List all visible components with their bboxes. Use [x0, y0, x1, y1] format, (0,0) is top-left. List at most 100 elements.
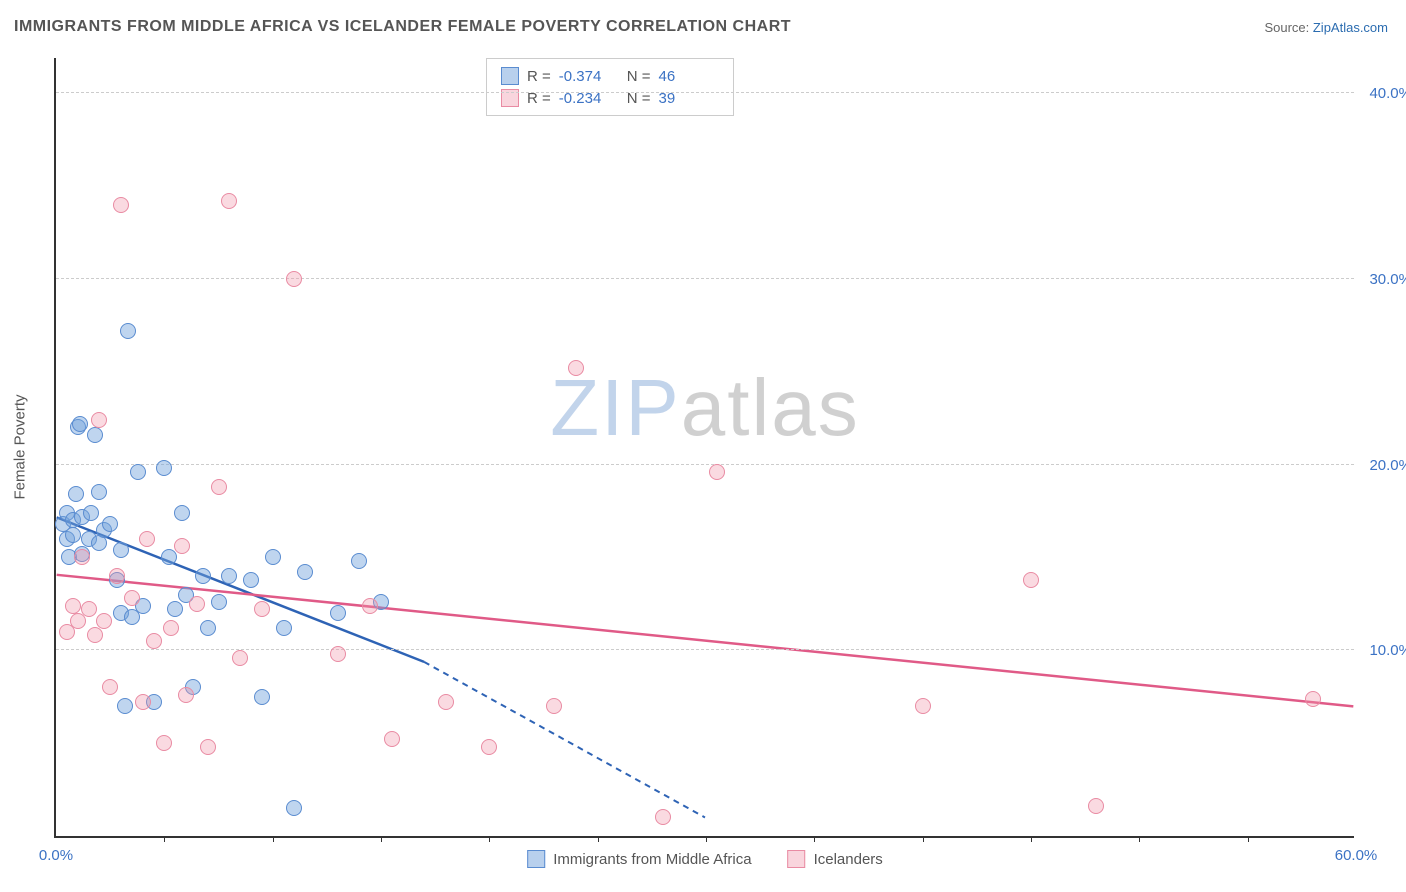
data-point [265, 549, 281, 565]
data-point [174, 538, 190, 554]
source-link[interactable]: ZipAtlas.com [1313, 20, 1388, 35]
data-point [200, 739, 216, 755]
data-point [568, 360, 584, 376]
x-tick-mark [164, 836, 165, 842]
gridline [56, 92, 1354, 93]
data-point [243, 572, 259, 588]
data-point [117, 698, 133, 714]
source-attribution: Source: ZipAtlas.com [1264, 20, 1388, 35]
data-point [362, 598, 378, 614]
data-point [81, 601, 97, 617]
x-tick-label: 0.0% [39, 847, 73, 864]
legend-item: Immigrants from Middle Africa [527, 850, 751, 868]
legend-swatch [501, 67, 519, 85]
data-point [68, 486, 84, 502]
data-point [254, 601, 270, 617]
gridline [56, 464, 1354, 465]
data-point [174, 505, 190, 521]
legend-item: Icelanders [788, 850, 883, 868]
data-point [87, 427, 103, 443]
data-point [102, 516, 118, 532]
data-point [113, 197, 129, 213]
trend-line-extrapolated [424, 662, 705, 818]
data-point [286, 271, 302, 287]
watermark-zip: ZIP [550, 363, 680, 452]
legend-swatch [788, 850, 806, 868]
legend-label: Immigrants from Middle Africa [553, 851, 751, 868]
legend-swatch [527, 850, 545, 868]
y-axis-label: Female Poverty [12, 394, 29, 499]
gridline [56, 649, 1354, 650]
data-point [438, 694, 454, 710]
data-point [130, 464, 146, 480]
x-tick-mark [1248, 836, 1249, 842]
legend-label: Icelanders [814, 851, 883, 868]
source-label: Source: [1264, 20, 1312, 35]
stat-r-label: R = [527, 68, 551, 85]
x-tick-mark [1031, 836, 1032, 842]
data-point [135, 694, 151, 710]
data-point [163, 620, 179, 636]
data-point [330, 646, 346, 662]
data-point [120, 323, 136, 339]
x-tick-mark [381, 836, 382, 842]
data-point [167, 601, 183, 617]
trend-lines-layer [56, 58, 1354, 836]
x-tick-mark [706, 836, 707, 842]
data-point [481, 739, 497, 755]
data-point [113, 542, 129, 558]
data-point [351, 553, 367, 569]
x-tick-mark [1139, 836, 1140, 842]
data-point [195, 568, 211, 584]
data-point [200, 620, 216, 636]
data-point [211, 479, 227, 495]
x-tick-mark [273, 836, 274, 842]
data-point [546, 698, 562, 714]
data-point [146, 633, 162, 649]
data-point [109, 568, 125, 584]
stats-legend-row: R =-0.374N =46 [501, 65, 719, 87]
watermark-atlas: atlas [681, 363, 860, 452]
data-point [83, 505, 99, 521]
data-point [65, 598, 81, 614]
data-point [72, 416, 88, 432]
data-point [139, 531, 155, 547]
y-tick-label: 10.0% [1362, 642, 1406, 659]
data-point [915, 698, 931, 714]
data-point [91, 484, 107, 500]
data-point [655, 809, 671, 825]
data-point [254, 689, 270, 705]
y-tick-label: 20.0% [1362, 457, 1406, 474]
data-point [189, 596, 205, 612]
series-legend: Immigrants from Middle Africa Icelanders [527, 850, 883, 868]
data-point [221, 193, 237, 209]
gridline [56, 278, 1354, 279]
data-point [156, 735, 172, 751]
data-point [297, 564, 313, 580]
stat-n-label: N = [627, 68, 651, 85]
x-tick-mark [814, 836, 815, 842]
watermark: ZIPatlas [550, 362, 859, 454]
data-point [161, 549, 177, 565]
x-tick-label: 60.0% [1335, 847, 1378, 864]
x-tick-mark [923, 836, 924, 842]
data-point [709, 464, 725, 480]
stats-legend-row: R =-0.234N =39 [501, 87, 719, 109]
data-point [91, 412, 107, 428]
data-point [384, 731, 400, 747]
data-point [178, 687, 194, 703]
trend-line [57, 517, 424, 661]
data-point [276, 620, 292, 636]
data-point [102, 679, 118, 695]
data-point [156, 460, 172, 476]
data-point [232, 650, 248, 666]
y-tick-label: 40.0% [1362, 85, 1406, 102]
stat-n-value: 46 [659, 68, 719, 85]
data-point [96, 613, 112, 629]
scatter-chart: Female Poverty ZIPatlas R =-0.374N =46R … [54, 58, 1354, 838]
data-point [330, 605, 346, 621]
x-tick-mark [598, 836, 599, 842]
chart-title: IMMIGRANTS FROM MIDDLE AFRICA VS ICELAND… [14, 18, 791, 36]
stats-legend: R =-0.374N =46R =-0.234N =39 [486, 58, 734, 116]
data-point [1088, 798, 1104, 814]
